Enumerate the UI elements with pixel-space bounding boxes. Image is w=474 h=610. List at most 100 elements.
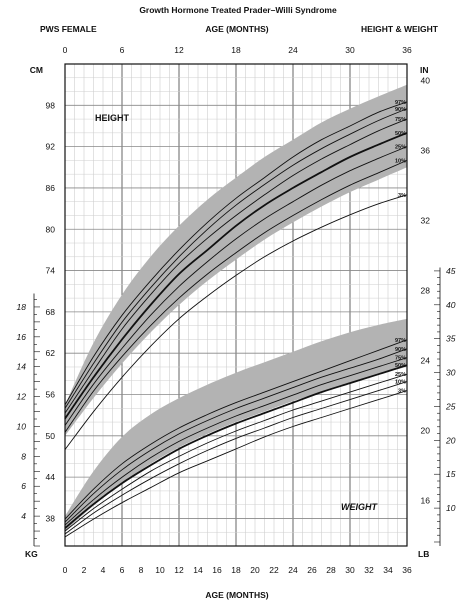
header-left: PWS FEMALE — [40, 24, 97, 34]
weight-pct-label: 97% — [395, 338, 406, 344]
kg-tick-label: 18 — [17, 302, 27, 312]
weight-pct-label: 3% — [398, 389, 406, 395]
bottom-tick-label: 14 — [193, 565, 203, 575]
cm-tick-label: 62 — [46, 348, 56, 358]
cm-tick-label: 80 — [46, 224, 56, 234]
x-axis-label: AGE (MONTHS) — [205, 590, 268, 600]
cm-tick-label: 38 — [46, 513, 56, 523]
chart-title: Growth Hormone Treated Prader–Willi Synd… — [139, 5, 337, 15]
height-line — [64, 159, 408, 433]
lb-tick-label: 10 — [446, 503, 456, 513]
plot-frame — [33, 63, 441, 547]
kg-tick-label: 4 — [21, 511, 26, 521]
in-tick-label: 20 — [421, 425, 431, 435]
bottom-tick-label: 6 — [120, 565, 125, 575]
height-pct-label: 90% — [395, 107, 406, 113]
bottom-tick-label: 0 — [63, 565, 68, 575]
weight-band — [65, 318, 407, 532]
kg-tick-label: 6 — [21, 481, 26, 491]
top-tick-label: 6 — [120, 45, 125, 55]
weight-pct-label: 90% — [395, 347, 406, 353]
bottom-tick-label: 8 — [139, 565, 144, 575]
lb-axis-label: LB — [418, 549, 429, 559]
weight-pct-label: 75% — [395, 356, 406, 362]
bottom-tick-label: 24 — [288, 565, 298, 575]
cm-tick-label: 68 — [46, 307, 56, 317]
weight-line — [64, 364, 408, 529]
kg-axis-label: KG — [25, 549, 38, 559]
cm-tick-label: 86 — [46, 183, 56, 193]
top-tick-label: 36 — [402, 45, 412, 55]
height-section-label: HEIGHT — [95, 113, 130, 123]
in-tick-label: 28 — [421, 285, 431, 295]
height-pct-label: 3% — [398, 193, 406, 199]
height-line — [64, 118, 408, 414]
bottom-tick-label: 34 — [383, 565, 393, 575]
weight-pct-label: 50% — [395, 363, 406, 369]
bottom-tick-label: 2 — [82, 565, 87, 575]
cm-tick-label: 56 — [46, 390, 56, 400]
weight-line — [64, 373, 408, 532]
top-tick-label: 24 — [288, 45, 298, 55]
cm-tick-label: 44 — [46, 472, 56, 482]
header-center: AGE (MONTHS) — [205, 24, 268, 34]
header-right: HEIGHT & WEIGHT — [361, 24, 439, 34]
cm-tick-label: 92 — [46, 142, 56, 152]
lb-tick-label: 30 — [446, 368, 456, 378]
bottom-tick-label: 12 — [174, 565, 184, 575]
lb-tick-label: 20 — [445, 435, 456, 445]
bottom-tick-label: 20 — [250, 565, 260, 575]
in-tick-label: 24 — [421, 355, 431, 365]
bottom-tick-label: 22 — [269, 565, 279, 575]
weight-pct-label: 25% — [395, 372, 406, 378]
height-line — [64, 108, 408, 409]
kg-tick-label: 12 — [17, 392, 27, 402]
bottom-tick-label: 30 — [345, 565, 355, 575]
height-line — [64, 146, 408, 426]
top-tick-label: 0 — [63, 45, 68, 55]
cm-tick-label: 74 — [46, 266, 56, 276]
weight-section-label: WEIGHT — [341, 502, 378, 512]
bottom-tick-label: 28 — [326, 565, 336, 575]
axis-labels: 0 6 12 18 24 30 360 2 4 6 8 10 12 14 16 18 20 22 24 26 28 30 3… — [17, 45, 456, 575]
frame — [64, 63, 408, 547]
in-tick-label: 32 — [421, 215, 431, 225]
weight-pct-label: 10% — [395, 380, 406, 386]
cm-tick-label: 98 — [46, 100, 56, 110]
weight-line — [64, 390, 408, 538]
bottom-tick-label: 26 — [307, 565, 317, 575]
bottom-tick-label: 4 — [101, 565, 106, 575]
cm-axis-label: CM — [30, 65, 43, 75]
lb-tick-label: 25 — [445, 401, 456, 411]
lb-tick-label: 40 — [446, 300, 456, 310]
in-axis-label: IN — [420, 65, 429, 75]
kg-tick-label: 14 — [17, 362, 27, 372]
weight-line — [64, 348, 408, 523]
cm-tick-label: 50 — [46, 431, 56, 441]
top-tick-label: 12 — [174, 45, 184, 55]
percentile-lines: 97%90%75%50%25%10%3%97%90%75%50%25%10%3% — [64, 100, 408, 538]
bottom-tick-label: 10 — [155, 565, 165, 575]
height-line — [64, 194, 408, 450]
height-line — [64, 132, 408, 420]
weight-line — [64, 381, 408, 535]
lb-tick-label: 15 — [446, 469, 456, 479]
kg-tick-label: 16 — [17, 332, 27, 342]
lb-tick-label: 35 — [446, 334, 456, 344]
height-line — [64, 101, 408, 406]
top-tick-label: 18 — [231, 45, 241, 55]
bottom-tick-label: 16 — [212, 565, 222, 575]
height-pct-label: 75% — [395, 117, 406, 123]
top-tick-label: 30 — [345, 45, 355, 55]
bottom-tick-label: 32 — [364, 565, 374, 575]
in-tick-label: 36 — [421, 145, 431, 155]
kg-tick-label: 10 — [17, 421, 27, 431]
weight-line — [64, 357, 408, 526]
height-pct-label: 50% — [395, 131, 406, 137]
bottom-tick-label: 36 — [402, 565, 412, 575]
weight-line — [64, 339, 408, 520]
in-tick-label: 40 — [421, 76, 431, 86]
height-pct-label: 25% — [395, 145, 406, 151]
height-pct-label: 10% — [395, 158, 406, 164]
